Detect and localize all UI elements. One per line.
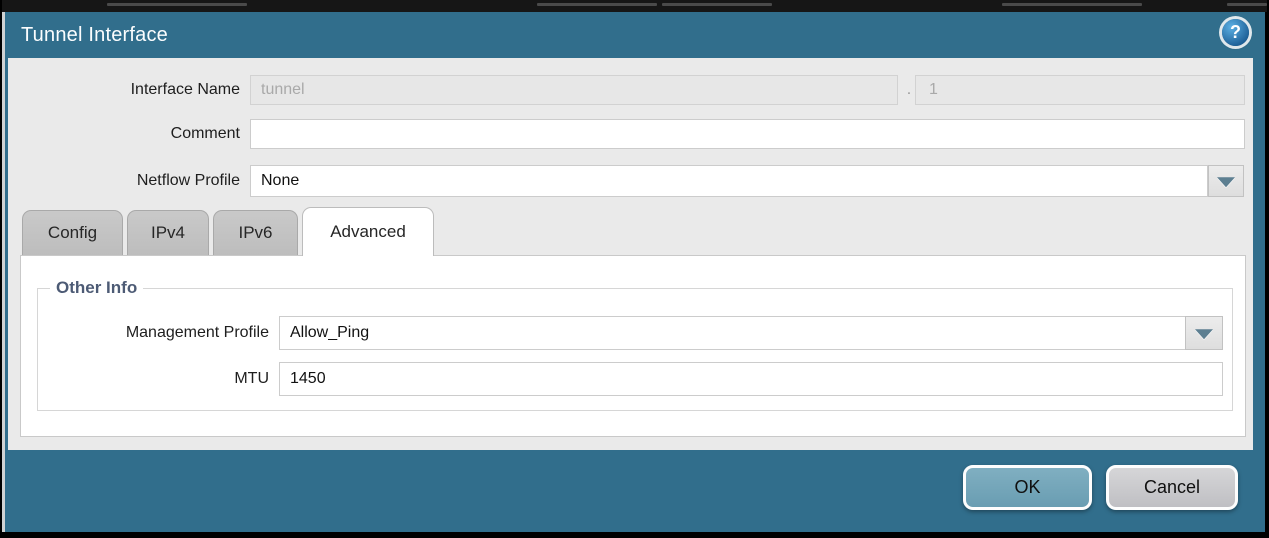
tab-config[interactable]: Config xyxy=(22,210,123,255)
other-info-fieldset: Other Info xyxy=(37,278,1233,411)
management-profile-label: Management Profile xyxy=(125,324,269,341)
interface-name-label: Interface Name xyxy=(130,81,240,98)
dialog-titlebar: Tunnel Interface ? xyxy=(5,12,1265,58)
dimmed-background-page xyxy=(2,0,1267,12)
tab-ipv6[interactable]: IPv6 xyxy=(213,210,298,255)
netflow-profile-dropdown-button[interactable] xyxy=(1208,165,1244,197)
background-text-remnant xyxy=(537,3,657,6)
interface-unit-field: 1 xyxy=(915,75,1245,105)
comment-input[interactable] xyxy=(250,119,1245,149)
interface-name-separator: . xyxy=(906,81,912,98)
ok-button[interactable]: OK xyxy=(963,465,1092,510)
advanced-tab-panel: Other Info Management Profile Allow_Ping… xyxy=(20,255,1246,437)
chevron-down-icon xyxy=(1217,177,1235,188)
help-icon[interactable]: ? xyxy=(1222,19,1249,46)
mtu-label: MTU xyxy=(234,370,269,387)
dialog-body: Interface Name tunnel . 1 Comment Netflo… xyxy=(8,58,1253,450)
background-page-edge xyxy=(2,12,5,532)
tunnel-interface-dialog: Tunnel Interface ? Interface Name tunnel… xyxy=(5,12,1265,532)
management-profile-dropdown-button[interactable] xyxy=(1185,316,1223,350)
background-text-remnant xyxy=(662,3,772,6)
tab-advanced[interactable]: Advanced xyxy=(302,207,434,256)
tab-ipv4[interactable]: IPv4 xyxy=(127,210,209,255)
mtu-input[interactable] xyxy=(279,362,1223,396)
background-text-remnant xyxy=(107,3,247,6)
background-text-remnant xyxy=(1002,3,1142,6)
comment-label: Comment xyxy=(170,125,240,142)
interface-name-field: tunnel xyxy=(250,75,898,105)
management-profile-select[interactable]: Allow_Ping xyxy=(279,316,1186,350)
netflow-profile-label: Netflow Profile xyxy=(136,172,240,189)
cancel-button[interactable]: Cancel xyxy=(1106,465,1238,510)
other-info-section-title: Other Info xyxy=(50,278,144,298)
dialog-title: Tunnel Interface xyxy=(21,24,168,46)
background-text-remnant xyxy=(1227,3,1267,6)
netflow-profile-select[interactable]: None xyxy=(250,165,1208,197)
chevron-down-icon xyxy=(1195,329,1213,340)
